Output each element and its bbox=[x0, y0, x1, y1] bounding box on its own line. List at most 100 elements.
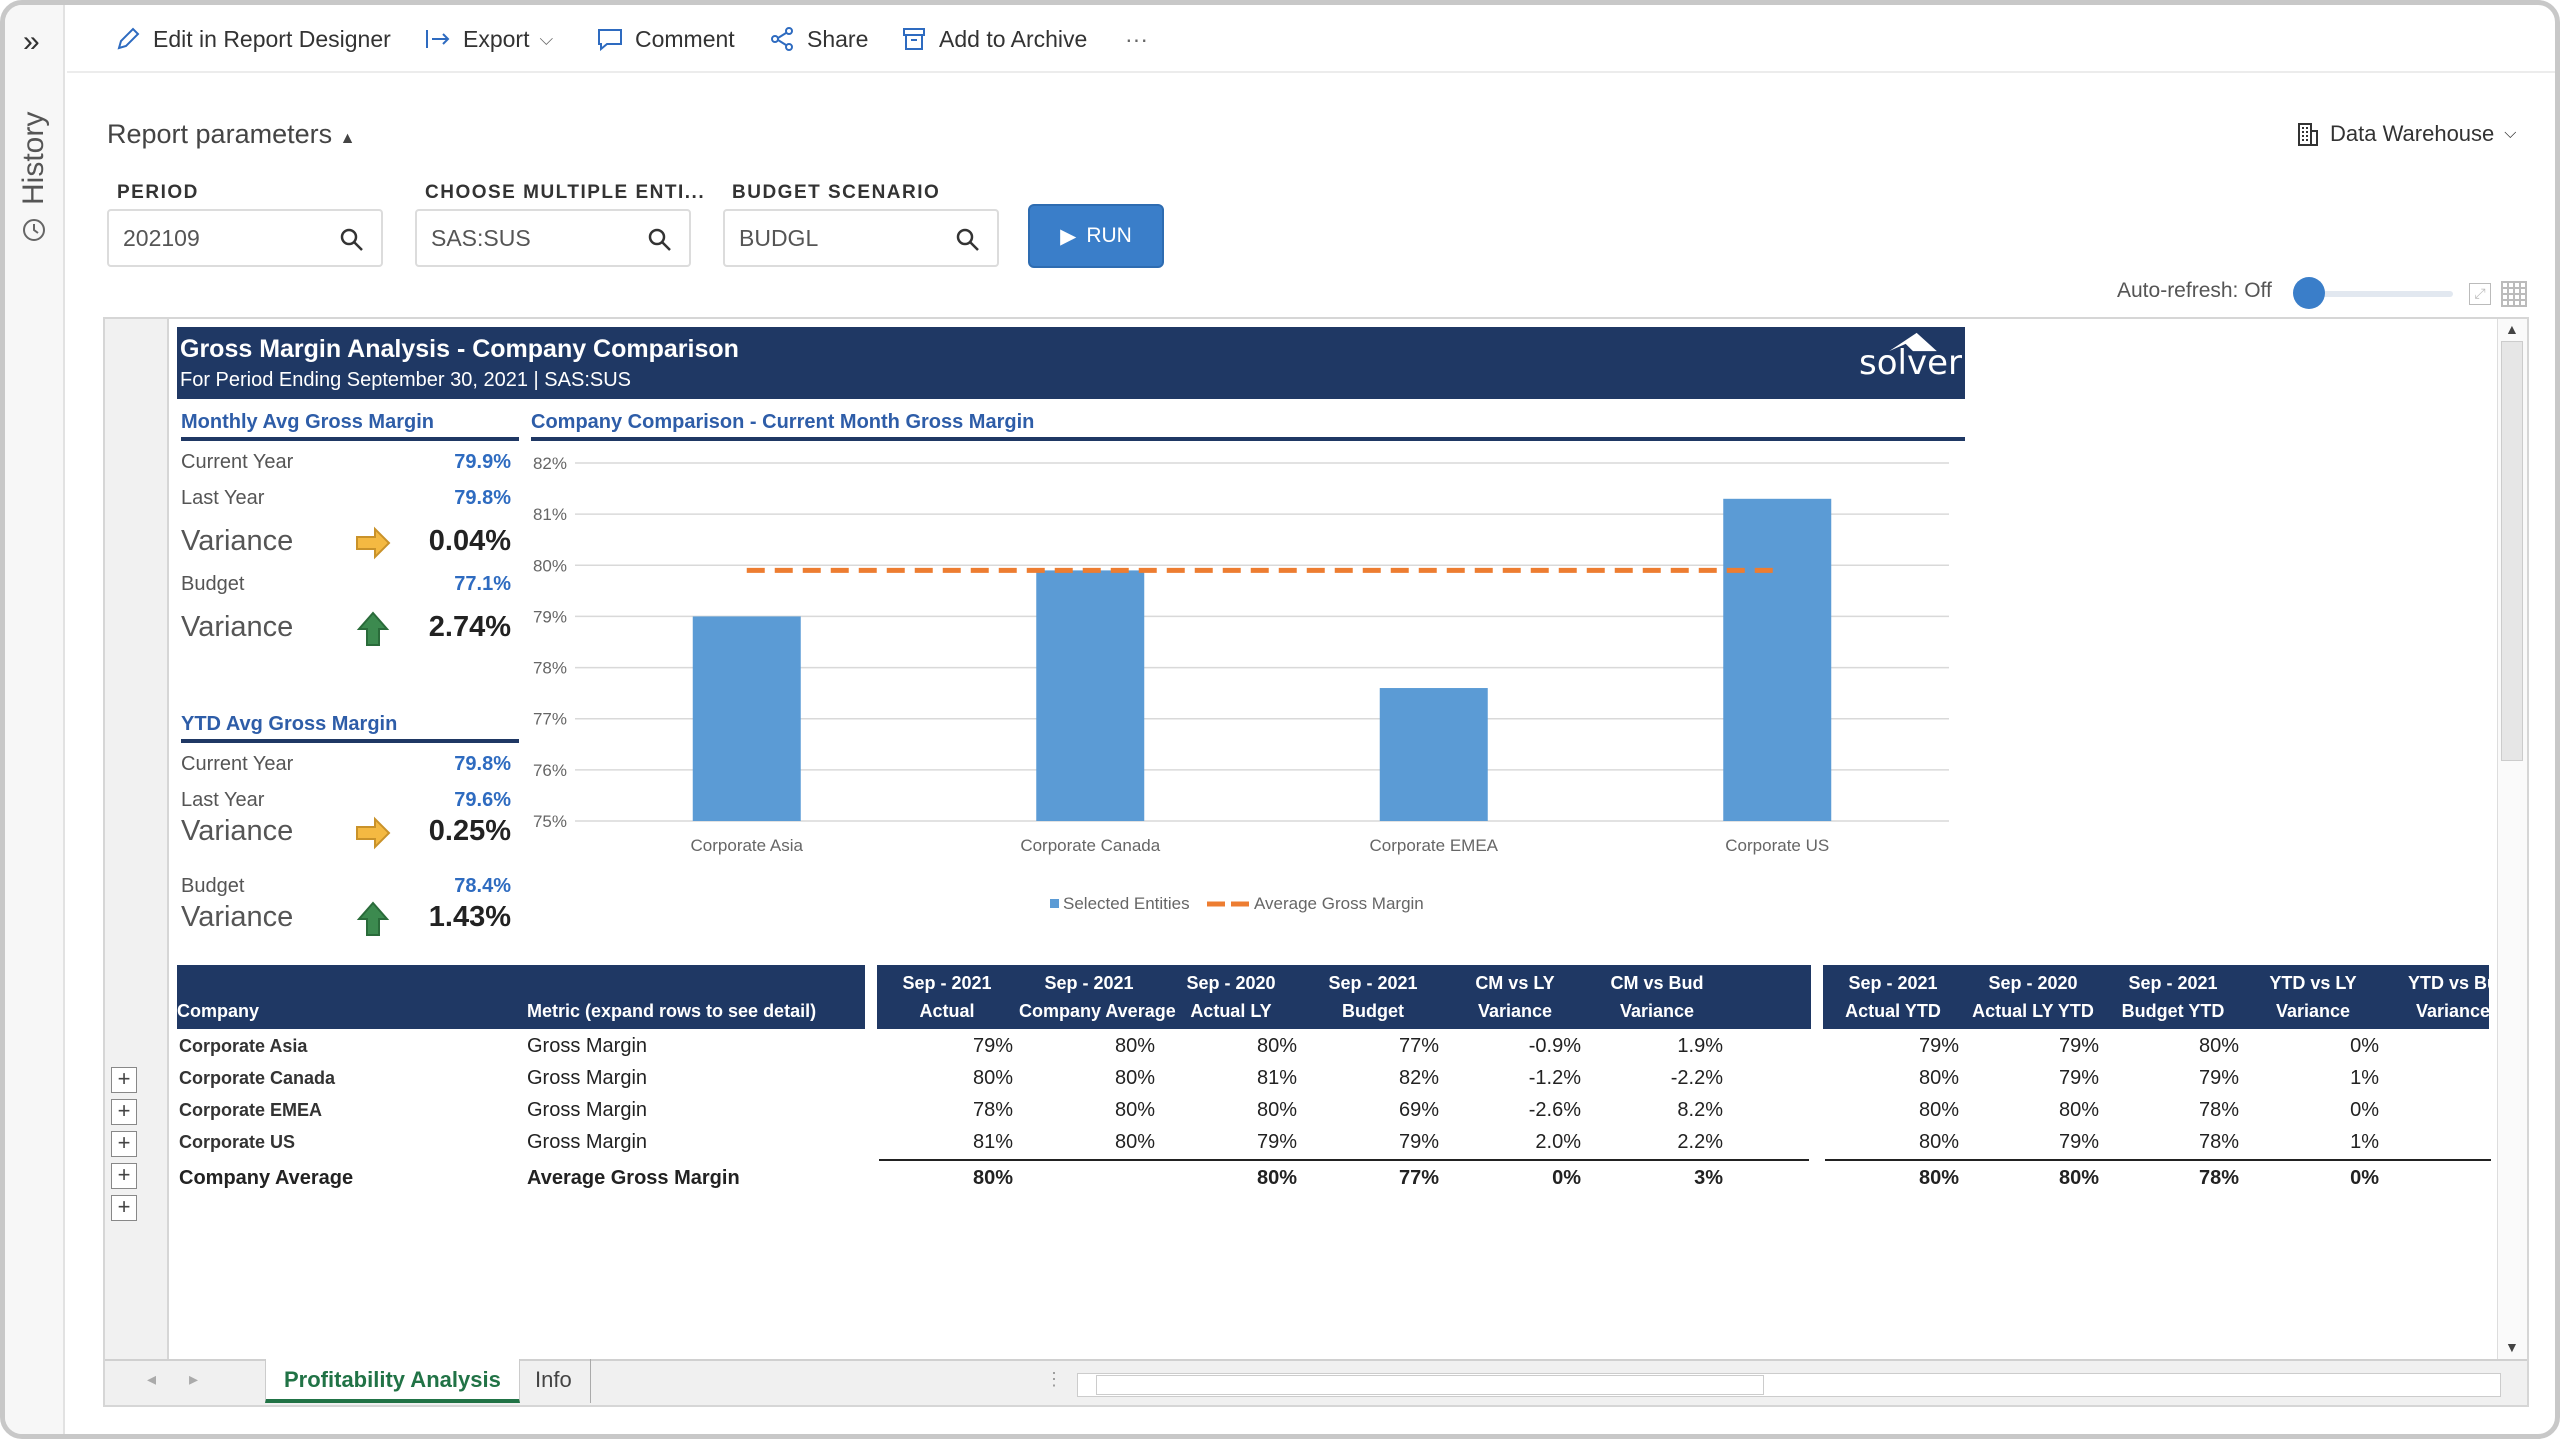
kpi-variance-row: Variance 2.74% bbox=[181, 611, 511, 646]
data-warehouse-selector[interactable]: Data Warehouse ⌵ bbox=[2296, 121, 2516, 147]
expand-chevron-icon[interactable]: » bbox=[23, 25, 40, 58]
report-parameters-toggle[interactable]: Report parameters ▲ bbox=[107, 119, 355, 150]
expand-row-button[interactable]: + bbox=[111, 1163, 137, 1189]
report-title: Gross Margin Analysis - Company Comparis… bbox=[180, 335, 739, 363]
table-cell: 79% bbox=[972, 1035, 1013, 1057]
run-label: RUN bbox=[1086, 224, 1132, 247]
search-icon[interactable] bbox=[955, 227, 981, 253]
scroll-up-icon[interactable]: ▲ bbox=[2505, 321, 2519, 337]
y-tick-label: 81% bbox=[533, 505, 567, 524]
export-label: Export bbox=[463, 25, 530, 52]
expand-row-button[interactable]: + bbox=[111, 1195, 137, 1221]
row-company: Corporate EMEA bbox=[179, 1100, 323, 1120]
kpi-row: Last Year 79.6% bbox=[181, 789, 511, 812]
horizontal-scrollbar[interactable] bbox=[1077, 1373, 2501, 1397]
search-icon[interactable] bbox=[647, 227, 673, 253]
budget-scenario-value: BUDGL bbox=[739, 225, 819, 251]
table-cell: 80% bbox=[2198, 1035, 2239, 1057]
horizontal-scroll-thumb[interactable] bbox=[1096, 1375, 1764, 1395]
period-label: PERIOD bbox=[117, 182, 199, 203]
history-label[interactable]: History bbox=[17, 111, 50, 205]
y-tick-label: 82% bbox=[533, 454, 567, 473]
ytd-kpi-panel: Current Year 79.8% Last Year 79.6% Varianc… bbox=[177, 745, 517, 941]
tab-info[interactable]: Info bbox=[517, 1359, 591, 1403]
auto-refresh-label: Auto-refresh: Off bbox=[2117, 279, 2272, 302]
export-button[interactable]: Export ⌵ bbox=[423, 23, 553, 55]
add-to-archive-button[interactable]: Add to Archive bbox=[899, 23, 1087, 55]
vertical-scrollbar[interactable]: ▲ ▼ bbox=[2497, 319, 2527, 1359]
prev-sheet-icon[interactable]: ◂ bbox=[147, 1369, 157, 1389]
grid-icon[interactable] bbox=[2501, 281, 2527, 307]
archive-label: Add to Archive bbox=[939, 25, 1088, 52]
kpi-value: 77.1% bbox=[454, 573, 511, 595]
kpi-label: Variance bbox=[181, 815, 294, 847]
table-cell: 81% bbox=[1256, 1067, 1297, 1089]
share-icon bbox=[771, 27, 793, 51]
cm-header-band bbox=[877, 965, 1811, 1029]
total-cell: 80% bbox=[1918, 1167, 1959, 1189]
tab-profitability-analysis[interactable]: Profitability Analysis bbox=[265, 1359, 520, 1403]
total-cell: 80% bbox=[2058, 1167, 2099, 1189]
budget-scenario-field[interactable]: BUDGL bbox=[723, 209, 999, 267]
kpi-value: 79.8% bbox=[454, 753, 511, 775]
column-header: Sep - 2021 bbox=[902, 973, 992, 993]
table-cell: 1% bbox=[2350, 1131, 2379, 1153]
edit-report-button[interactable]: Edit in Report Designer bbox=[113, 23, 391, 55]
data-source-label: Data Warehouse bbox=[2330, 121, 2495, 146]
auto-refresh-slider[interactable] bbox=[2293, 291, 2453, 297]
table-cell: 2.0% bbox=[1535, 1131, 1581, 1153]
kpi-label: Variance bbox=[181, 525, 294, 557]
budget-scenario-label: BUDGET SCENARIO bbox=[732, 182, 941, 203]
table-cell: 82% bbox=[1398, 1067, 1439, 1089]
period-field[interactable]: 202109 bbox=[107, 209, 383, 267]
tab-splitter-icon[interactable]: ⋮ bbox=[1045, 1369, 1063, 1389]
column-header: YTD vs LY bbox=[2269, 973, 2357, 993]
table-cell: 80% bbox=[1114, 1099, 1155, 1121]
column-header: CM vs LY bbox=[1475, 973, 1555, 993]
expand-row-button[interactable]: + bbox=[111, 1099, 137, 1125]
kpi-row: Budget 78.4% bbox=[181, 875, 511, 898]
report-subtitle: For Period Ending September 30, 2021 | S… bbox=[180, 369, 632, 391]
total-cell: 80% bbox=[972, 1167, 1013, 1189]
kpi-value: 79.8% bbox=[454, 487, 511, 509]
table-cell: 79% bbox=[2058, 1067, 2099, 1089]
column-header: CM vs Bud bbox=[1610, 973, 1704, 993]
more-options-button[interactable]: ··· bbox=[1125, 25, 1148, 52]
row-company: Corporate Canada bbox=[179, 1068, 336, 1088]
archive-icon bbox=[903, 28, 925, 50]
table-cell: 8.2% bbox=[1677, 1099, 1723, 1121]
edit-label: Edit in Report Designer bbox=[153, 25, 391, 52]
kpi-value: 0.25% bbox=[428, 815, 511, 847]
entities-field[interactable]: SAS:SUS bbox=[415, 209, 691, 267]
expand-row-button[interactable]: + bbox=[111, 1131, 137, 1157]
expand-icon[interactable]: ⤢ bbox=[2469, 283, 2491, 305]
scroll-down-icon[interactable]: ▼ bbox=[2505, 1339, 2519, 1355]
search-icon[interactable] bbox=[339, 227, 365, 253]
kpi-value: 78.4% bbox=[454, 875, 511, 897]
entities-label: CHOOSE MULTIPLE ENTI... bbox=[425, 182, 706, 203]
run-button[interactable]: ▶ RUN bbox=[1028, 204, 1164, 268]
column-header: Sep - 2020 bbox=[1186, 973, 1276, 993]
table-cell: 79% bbox=[2058, 1131, 2099, 1153]
kpi-label: Current Year bbox=[181, 451, 294, 473]
table-cell: 79% bbox=[1256, 1131, 1297, 1153]
table-cell: 80% bbox=[972, 1067, 1013, 1089]
comment-button[interactable]: Comment bbox=[595, 23, 735, 55]
expand-row-button[interactable]: + bbox=[111, 1067, 137, 1093]
column-header: Company Average bbox=[1019, 1001, 1176, 1021]
ytd-section-header: YTD Avg Gross Margin bbox=[181, 713, 519, 743]
header-company: Company bbox=[177, 1001, 260, 1021]
next-sheet-icon[interactable]: ▸ bbox=[189, 1369, 199, 1389]
table-cell: 80% bbox=[1114, 1131, 1155, 1153]
kpi-value: 0.04% bbox=[428, 525, 511, 557]
x-tick-label: Corporate EMEA bbox=[1370, 836, 1499, 855]
history-sidebar[interactable]: » History bbox=[5, 5, 65, 1434]
share-button[interactable]: Share bbox=[767, 23, 868, 55]
total-separator bbox=[1825, 1159, 2491, 1161]
scroll-thumb[interactable] bbox=[2501, 341, 2523, 761]
table-cell: 78% bbox=[2198, 1131, 2239, 1153]
arrow-up-icon bbox=[356, 901, 390, 936]
table-cell: 80% bbox=[1256, 1035, 1297, 1057]
table-cell: 77% bbox=[1398, 1035, 1439, 1057]
auto-refresh-knob[interactable] bbox=[2293, 277, 2325, 309]
